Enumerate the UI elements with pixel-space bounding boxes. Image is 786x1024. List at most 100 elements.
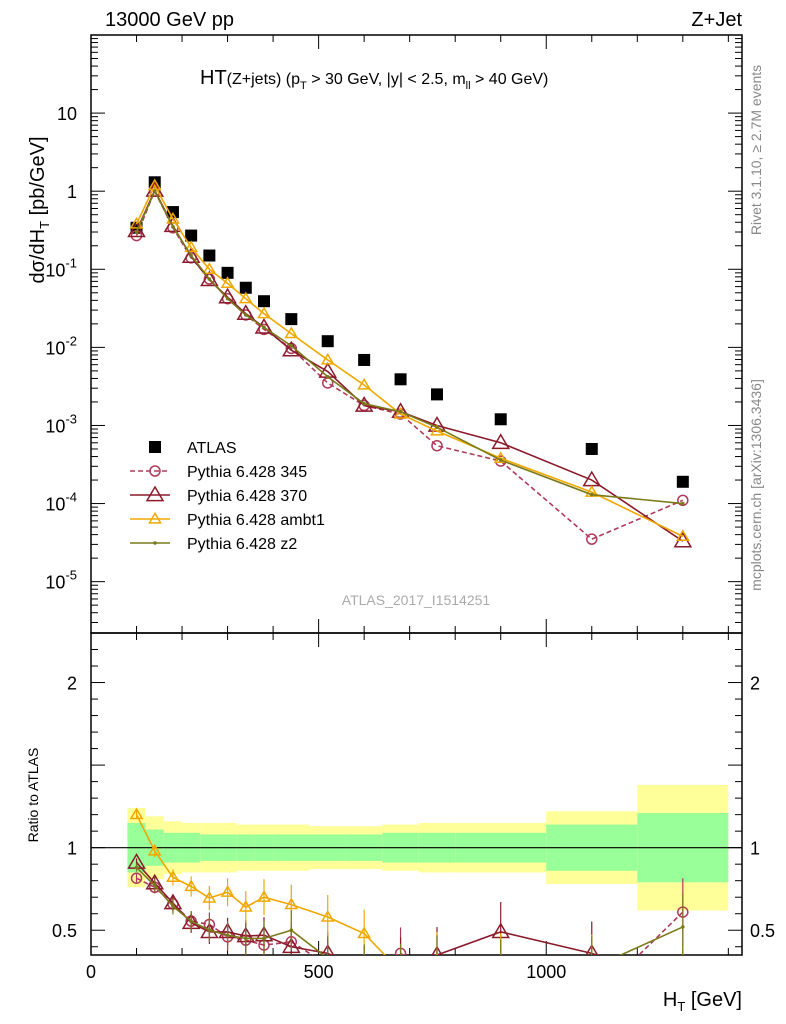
plot-title: HT(Z+jets) (pT > 30 GeV, |y| < 2.5, mll … bbox=[200, 67, 548, 92]
ratio-point-pythia-345-10 bbox=[359, 965, 369, 975]
title-sub-t: T bbox=[300, 80, 307, 92]
main-point-pythia-ambt1-12 bbox=[430, 423, 444, 436]
ratio-point-pythia-370-9 bbox=[321, 943, 335, 955]
mcplots-label: mcplots.cern.ch [arXiv:1306.3436] bbox=[748, 379, 764, 591]
ratio-point-pythia-345-0 bbox=[130, 872, 143, 884]
ratio-point-pythia-z2-1 bbox=[152, 883, 157, 888]
main-point-pythia-ambt1-7 bbox=[257, 306, 271, 319]
ratio-point-pythia-z2-15 bbox=[681, 925, 685, 929]
xlabel-sub: T bbox=[677, 999, 685, 1014]
ratio-point-pythia-370-10 bbox=[356, 962, 372, 976]
ratio-point-pythia-z2-14 bbox=[590, 966, 594, 970]
main-point-pythia-345-14 bbox=[586, 533, 598, 545]
header-right: Z+Jet bbox=[691, 9, 742, 31]
main-point-pythia-z2-11 bbox=[398, 409, 403, 414]
ratio-point-pythia-ambt1-8 bbox=[284, 897, 299, 910]
ratio-series-group bbox=[127, 807, 689, 1006]
main-point-atlas-15 bbox=[676, 475, 689, 488]
ratio-y-tick-label-right-2: 2 bbox=[750, 674, 760, 694]
main-point-pythia-370-13 bbox=[491, 433, 511, 450]
main-point-pythia-z2-2 bbox=[171, 224, 175, 229]
ratio-point-pythia-ambt1-15 bbox=[677, 974, 688, 984]
ratio-line-pythia-345 bbox=[136, 877, 684, 955]
ratio-point-pythia-z2-7 bbox=[262, 936, 266, 941]
legend: ATLAS Pythia 6.428 345 Pythia 6.428 370 Pyt… bbox=[130, 440, 325, 553]
main-point-atlas-14 bbox=[585, 442, 598, 455]
ratio-y-tick-label-right-1: 1 bbox=[750, 839, 760, 859]
ratio-point-pythia-345-12 bbox=[432, 971, 442, 981]
main-point-pythia-370-0 bbox=[127, 221, 146, 238]
title-main: HT bbox=[200, 67, 227, 89]
main-y-tick-label-6: 10-5 bbox=[45, 568, 77, 593]
legend-label-pythia-345: Pythia 6.428 345 bbox=[187, 464, 307, 481]
main-point-pythia-z2-5 bbox=[225, 296, 230, 301]
ratio-point-pythia-370-12 bbox=[431, 945, 443, 955]
main-point-atlas-8 bbox=[285, 313, 298, 326]
main-point-pythia-z2-10 bbox=[362, 401, 366, 406]
ratio-point-pythia-z2-2 bbox=[171, 904, 175, 909]
ratio-point-pythia-370-11 bbox=[399, 953, 402, 955]
legend-label-pythia-ambt1: Pythia 6.428 ambt1 bbox=[187, 512, 325, 529]
main-y-tick-label-2: 10-1 bbox=[45, 255, 77, 280]
ratio-y-tick-label-left-1: 1 bbox=[67, 839, 77, 859]
legend-marker-pythia-370 bbox=[145, 485, 165, 502]
xlabel-unit: [GeV] bbox=[685, 989, 742, 1011]
main-point-pythia-ambt1-2 bbox=[166, 211, 180, 224]
main-point-pythia-370-3 bbox=[181, 247, 201, 264]
legend-marker-pythia-ambt1 bbox=[148, 511, 162, 524]
main-point-pythia-370-6 bbox=[236, 304, 256, 321]
ratio-frame bbox=[90, 632, 743, 956]
main-point-pythia-z2-6 bbox=[243, 313, 248, 317]
main-y-tick-label-0: 10 bbox=[57, 104, 77, 124]
ratio-point-pythia-370-14 bbox=[585, 943, 599, 955]
ylabel-unit: [pb/GeV] bbox=[27, 136, 49, 221]
ratio-point-pythia-ambt1-1 bbox=[147, 843, 162, 856]
legend-label-pythia-z2: Pythia 6.428 z2 bbox=[187, 536, 297, 553]
title-paren: (Z+jets) bbox=[227, 71, 282, 88]
ratio-y-tick-label-right-0: 0.5 bbox=[750, 921, 775, 941]
main-point-pythia-ambt1-4 bbox=[202, 262, 217, 274]
x-tick-label-1: 500 bbox=[304, 962, 334, 982]
title-mid: > 30 GeV, |y| < 2.5, m bbox=[307, 71, 466, 88]
ratio-point-pythia-ambt1-6 bbox=[238, 900, 253, 912]
ratio-point-pythia-z2-0 bbox=[134, 865, 139, 870]
main-point-pythia-z2-0 bbox=[134, 230, 139, 234]
ratio-point-pythia-ambt1-3 bbox=[184, 879, 199, 892]
main-point-pythia-z2-8 bbox=[289, 343, 294, 348]
ratio-point-pythia-345-14 bbox=[587, 996, 597, 1006]
title-end: > 40 GeV) bbox=[471, 71, 549, 88]
main-point-atlas-13 bbox=[494, 413, 507, 426]
x-tick-label-0: 0 bbox=[86, 962, 96, 982]
title-sub-ll: ll bbox=[466, 80, 471, 92]
main-point-pythia-z2-13 bbox=[498, 458, 503, 462]
main-point-pythia-z2-1 bbox=[152, 189, 157, 193]
ratio-point-pythia-ambt1-4 bbox=[202, 890, 217, 903]
main-point-atlas-11 bbox=[394, 373, 407, 386]
main-point-pythia-ambt1-6 bbox=[238, 291, 253, 304]
analysis-watermark: ATLAS_2017_I1514251 bbox=[342, 592, 491, 608]
main-point-atlas-6 bbox=[239, 281, 252, 294]
axis-ticks: 0 500 1000 10 1 10-1 10-2 10-3 10-4 10-5 0.5 0.5 1 1 2… bbox=[45, 34, 775, 982]
main-point-pythia-ambt1-9 bbox=[320, 352, 335, 365]
main-line-pythia-ambt1 bbox=[135, 183, 684, 538]
main-point-pythia-z2-14 bbox=[589, 492, 594, 497]
ratio-point-pythia-ambt1-0 bbox=[129, 807, 144, 820]
ratio-point-pythia-ambt1-7 bbox=[257, 890, 271, 902]
ratio-y-tick-label-left-2: 2 bbox=[67, 674, 77, 694]
ratio-point-pythia-z2-13 bbox=[499, 968, 503, 972]
ratio-point-pythia-345-13 bbox=[496, 960, 506, 970]
header-left: 13000 GeV pp bbox=[105, 9, 234, 31]
ratio-point-pythia-z2-10 bbox=[362, 966, 366, 970]
legend-label-pythia-370: Pythia 6.428 370 bbox=[187, 488, 307, 505]
ratio-point-pythia-z2-4 bbox=[207, 928, 212, 933]
ratio-line-pythia-ambt1 bbox=[135, 814, 386, 955]
y-axis-label: dσ/dHT [pb/GeV] bbox=[27, 136, 52, 283]
legend-label-atlas: ATLAS bbox=[187, 440, 237, 457]
main-point-pythia-z2-4 bbox=[207, 277, 212, 281]
title-rest: (p bbox=[281, 71, 300, 88]
main-point-pythia-370-4 bbox=[200, 270, 219, 287]
main-point-atlas-4 bbox=[203, 249, 216, 262]
ratio-uncertainty-bands bbox=[91, 784, 742, 911]
main-point-atlas-7 bbox=[257, 295, 270, 308]
main-point-pythia-z2-7 bbox=[262, 325, 266, 330]
